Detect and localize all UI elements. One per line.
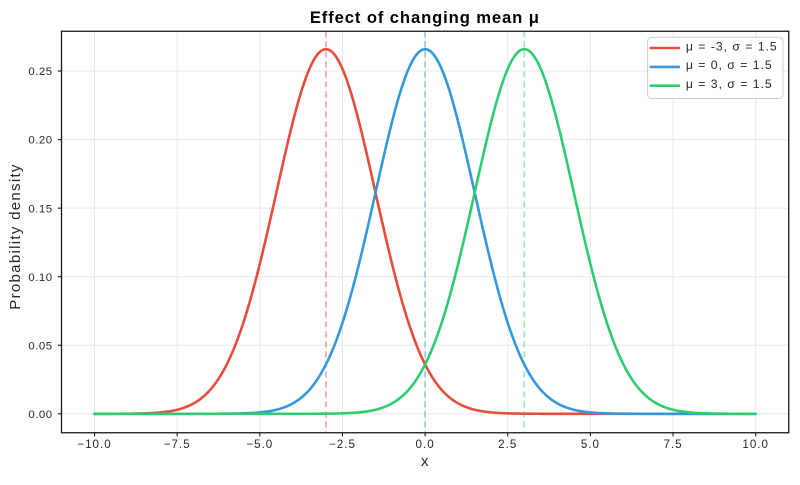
svg-text:0.20: 0.20	[28, 135, 52, 147]
svg-text:μ = 3, σ = 1.5: μ = 3, σ = 1.5	[686, 77, 773, 91]
svg-text:μ = -3, σ = 1.5: μ = -3, σ = 1.5	[686, 39, 778, 53]
svg-text:−5.0: −5.0	[246, 438, 273, 451]
svg-text:7.5: 7.5	[663, 438, 682, 451]
svg-text:5.0: 5.0	[581, 438, 600, 451]
svg-text:0.25: 0.25	[28, 66, 52, 78]
svg-text:−7.5: −7.5	[164, 438, 191, 451]
svg-text:10.0: 10.0	[742, 438, 769, 451]
svg-text:μ = 0, σ = 1.5: μ = 0, σ = 1.5	[686, 58, 773, 72]
svg-text:0.00: 0.00	[28, 409, 52, 421]
svg-text:x: x	[421, 453, 429, 470]
svg-text:0.10: 0.10	[28, 272, 52, 284]
svg-text:Probability density: Probability density	[7, 163, 24, 309]
svg-text:−2.5: −2.5	[329, 438, 356, 451]
svg-text:0.15: 0.15	[28, 203, 52, 215]
svg-text:0.05: 0.05	[28, 340, 52, 352]
svg-text:Effect of changing mean μ: Effect of changing mean μ	[310, 8, 540, 27]
svg-text:0.0: 0.0	[416, 438, 435, 451]
svg-text:−10.0: −10.0	[77, 438, 111, 451]
svg-text:2.5: 2.5	[498, 438, 517, 451]
